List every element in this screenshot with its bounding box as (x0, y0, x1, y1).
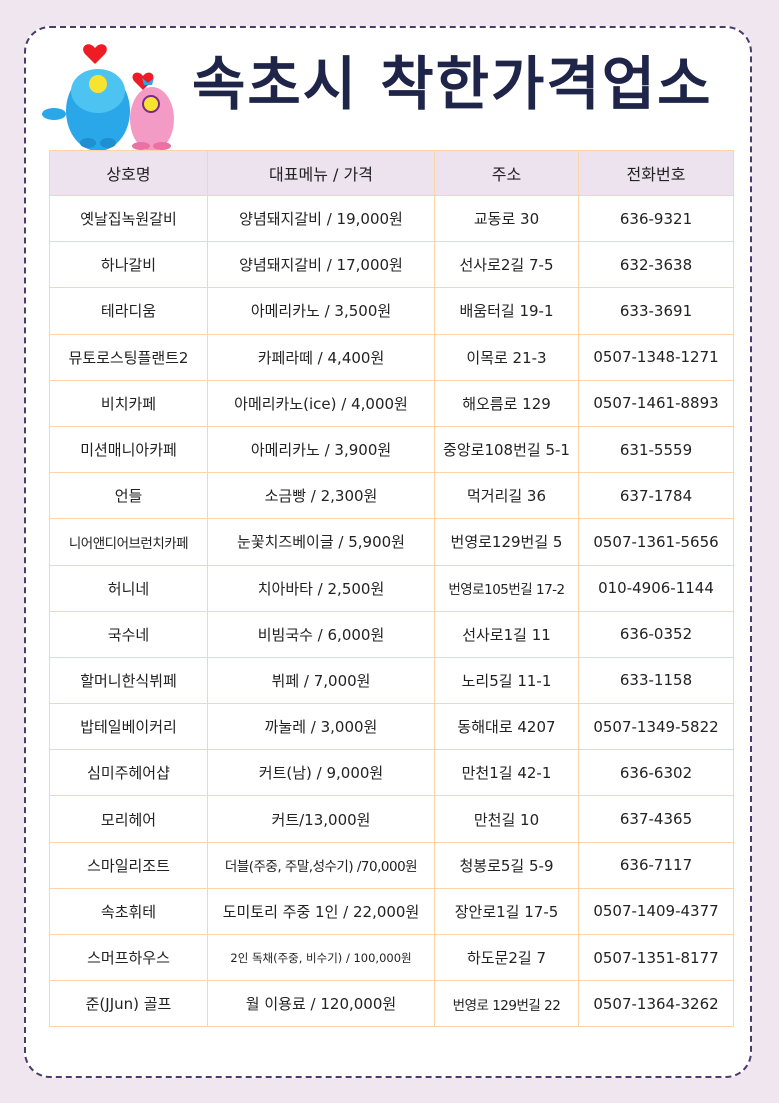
phone-number: 637-4365 (578, 795, 734, 843)
phone-number: 631-5559 (578, 425, 734, 474)
table-row: 밥테일베이커리 까눌레 / 3,000원 동해대로 4207 0507-1349-58… (49, 703, 734, 751)
menu-price: 아메리카노 / 3,500원 (207, 287, 435, 335)
address: 번영로105번길 17-2 (434, 564, 579, 612)
table-row: 모리헤어 커트/13,000원 만천길 10 637-4365 (49, 795, 734, 843)
business-name: 준(JJun) 골프 (49, 980, 208, 1028)
business-name: 할머니한식뷔페 (49, 656, 208, 705)
phone-number: 636-9321 (578, 194, 734, 243)
address: 하도문2길 7 (434, 933, 579, 982)
menu-price: 더블(주중, 주말,성수기) /70,000원 (207, 841, 435, 889)
business-name: 스머프하우스 (49, 933, 208, 982)
phone-number: 0507-1351-8177 (578, 933, 734, 982)
phone-number: 636-6302 (578, 749, 734, 797)
phone-number: 632-3638 (578, 241, 734, 289)
table-row: 테라디움 아메리카노 / 3,500원 배움터길 19-1 633-3691 (49, 287, 734, 335)
menu-price: 까눌레 / 3,000원 (207, 703, 435, 751)
address: 중앙로108번길 5-1 (434, 425, 579, 474)
address: 교동로 30 (434, 194, 579, 243)
table-row: 심미주헤어샵 커트(남) / 9,000원 만천1길 42-1 636-6302 (49, 749, 734, 797)
business-name: 테라디움 (49, 287, 208, 335)
phone-number: 633-3691 (578, 287, 734, 335)
phone-number: 0507-1348-1271 (578, 333, 734, 381)
table-row: 옛날집녹원갈비 양념돼지갈비 / 19,000원 교동로 30 636-9321 (49, 194, 734, 243)
phone-number: 0507-1364-3262 (578, 980, 734, 1028)
phone-number: 010-4906-1144 (578, 564, 734, 612)
address: 선사로2길 7-5 (434, 241, 579, 289)
address: 번영로129번길 5 (434, 518, 579, 566)
business-name: 국수네 (49, 610, 208, 658)
menu-price: 치아바타 / 2,500원 (207, 564, 435, 612)
menu-price: 양념돼지갈비 / 19,000원 (207, 194, 435, 243)
business-name: 미션매니아카페 (49, 425, 208, 474)
phone-number: 0507-1349-5822 (578, 703, 734, 751)
address: 청봉로5길 5-9 (434, 841, 579, 889)
menu-price: 아메리카노 / 3,900원 (207, 425, 435, 474)
header-address: 주소 (434, 150, 579, 196)
business-name: 언들 (49, 472, 208, 520)
phone-number: 0507-1461-8893 (578, 379, 734, 427)
address: 만천길 10 (434, 795, 579, 843)
mascot-characters-icon (42, 44, 174, 151)
menu-price: 도미토리 주중 1인 / 22,000원 (207, 887, 435, 936)
business-name: 스마일리조트 (49, 841, 208, 889)
table-row: 언들 소금빵 / 2,300원 먹거리길 36 637-1784 (49, 472, 734, 520)
address: 선사로1길 11 (434, 610, 579, 658)
phone-number: 636-0352 (578, 610, 734, 658)
address: 만천1길 42-1 (434, 749, 579, 797)
menu-price: 양념돼지갈비 / 17,000원 (207, 241, 435, 289)
menu-price: 비빔국수 / 6,000원 (207, 610, 435, 658)
header-name: 상호명 (49, 150, 208, 196)
table-row: 국수네 비빔국수 / 6,000원 선사로1길 11 636-0352 (49, 610, 734, 658)
table-row: 할머니한식뷔페 뷔페 / 7,000원 노리5길 11-1 633-1158 (49, 656, 734, 705)
business-name: 니어앤디어브런치카페 (49, 518, 208, 566)
menu-price: 아메리카노(ice) / 4,000원 (207, 379, 435, 427)
address: 노리5길 11-1 (434, 656, 579, 705)
business-name: 속초휘테 (49, 887, 208, 936)
menu-price: 2인 독채(주중, 비수기) / 100,000원 (207, 933, 435, 982)
phone-number: 0507-1409-4377 (578, 887, 734, 936)
table-row: 속초휘테 도미토리 주중 1인 / 22,000원 장안로1길 17-5 0507-1… (49, 887, 734, 936)
table-row: 니어앤디어브런치카페 눈꽃치즈베이글 / 5,900원 번영로129번길 5 0507… (49, 518, 734, 566)
address: 먹거리길 36 (434, 472, 579, 520)
menu-price: 커트/13,000원 (207, 795, 435, 843)
price-table: 상호명 대표메뉴 / 가격 주소 전화번호 옛날집녹원갈비 양념돼지갈비 / 19… (49, 150, 734, 1028)
table-row: 스마일리조트 더블(주중, 주말,성수기) /70,000원 청봉로5길 5-9 63… (49, 841, 734, 889)
business-name: 비치카페 (49, 379, 208, 427)
phone-number: 633-1158 (578, 656, 734, 705)
table-row: 준(JJun) 골프 월 이용료 / 120,000원 번영로 129번길 22 05… (49, 980, 734, 1028)
table-row: 비치카페 아메리카노(ice) / 4,000원 해오름로 129 0507-1461… (49, 379, 734, 427)
business-name: 허니네 (49, 564, 208, 612)
phone-number: 0507-1361-5656 (578, 518, 734, 566)
business-name: 하나갈비 (49, 241, 208, 289)
address: 이목로 21-3 (434, 333, 579, 381)
menu-price: 커트(남) / 9,000원 (207, 749, 435, 797)
phone-number: 636-7117 (578, 841, 734, 889)
address: 동해대로 4207 (434, 703, 579, 751)
business-name: 밥테일베이커리 (49, 703, 208, 751)
header-menu-price: 대표메뉴 / 가격 (207, 150, 435, 196)
address: 해오름로 129 (434, 379, 579, 427)
menu-price: 월 이용료 / 120,000원 (207, 980, 435, 1028)
table-row: 스머프하우스 2인 독채(주중, 비수기) / 100,000원 하도문2길 7 05… (49, 933, 734, 982)
menu-price: 카페라떼 / 4,400원 (207, 333, 435, 381)
address: 장안로1길 17-5 (434, 887, 579, 936)
menu-price: 뷔페 / 7,000원 (207, 656, 435, 705)
business-name: 옛날집녹원갈비 (49, 194, 208, 243)
address: 배움터길 19-1 (434, 287, 579, 335)
business-name: 뮤토로스팅플랜트2 (49, 333, 208, 381)
table-header-row: 상호명 대표메뉴 / 가격 주소 전화번호 (49, 150, 734, 196)
header-phone: 전화번호 (578, 150, 734, 196)
menu-price: 소금빵 / 2,300원 (207, 472, 435, 520)
table-row: 미션매니아카페 아메리카노 / 3,900원 중앙로108번길 5-1 631-555… (49, 425, 734, 474)
phone-number: 637-1784 (578, 472, 734, 520)
table-row: 뮤토로스팅플랜트2 카페라떼 / 4,400원 이목로 21-3 0507-1348-… (49, 333, 734, 381)
business-name: 모리헤어 (49, 795, 208, 843)
menu-price: 눈꽃치즈베이글 / 5,900원 (207, 518, 435, 566)
table-row: 하나갈비 양념돼지갈비 / 17,000원 선사로2길 7-5 632-3638 (49, 241, 734, 289)
business-name: 심미주헤어샵 (49, 749, 208, 797)
address: 번영로 129번길 22 (434, 980, 579, 1028)
page-title: 속초시 착한가격업소 (192, 50, 713, 118)
table-row: 허니네 치아바타 / 2,500원 번영로105번길 17-2 010-4906-11… (49, 564, 734, 612)
